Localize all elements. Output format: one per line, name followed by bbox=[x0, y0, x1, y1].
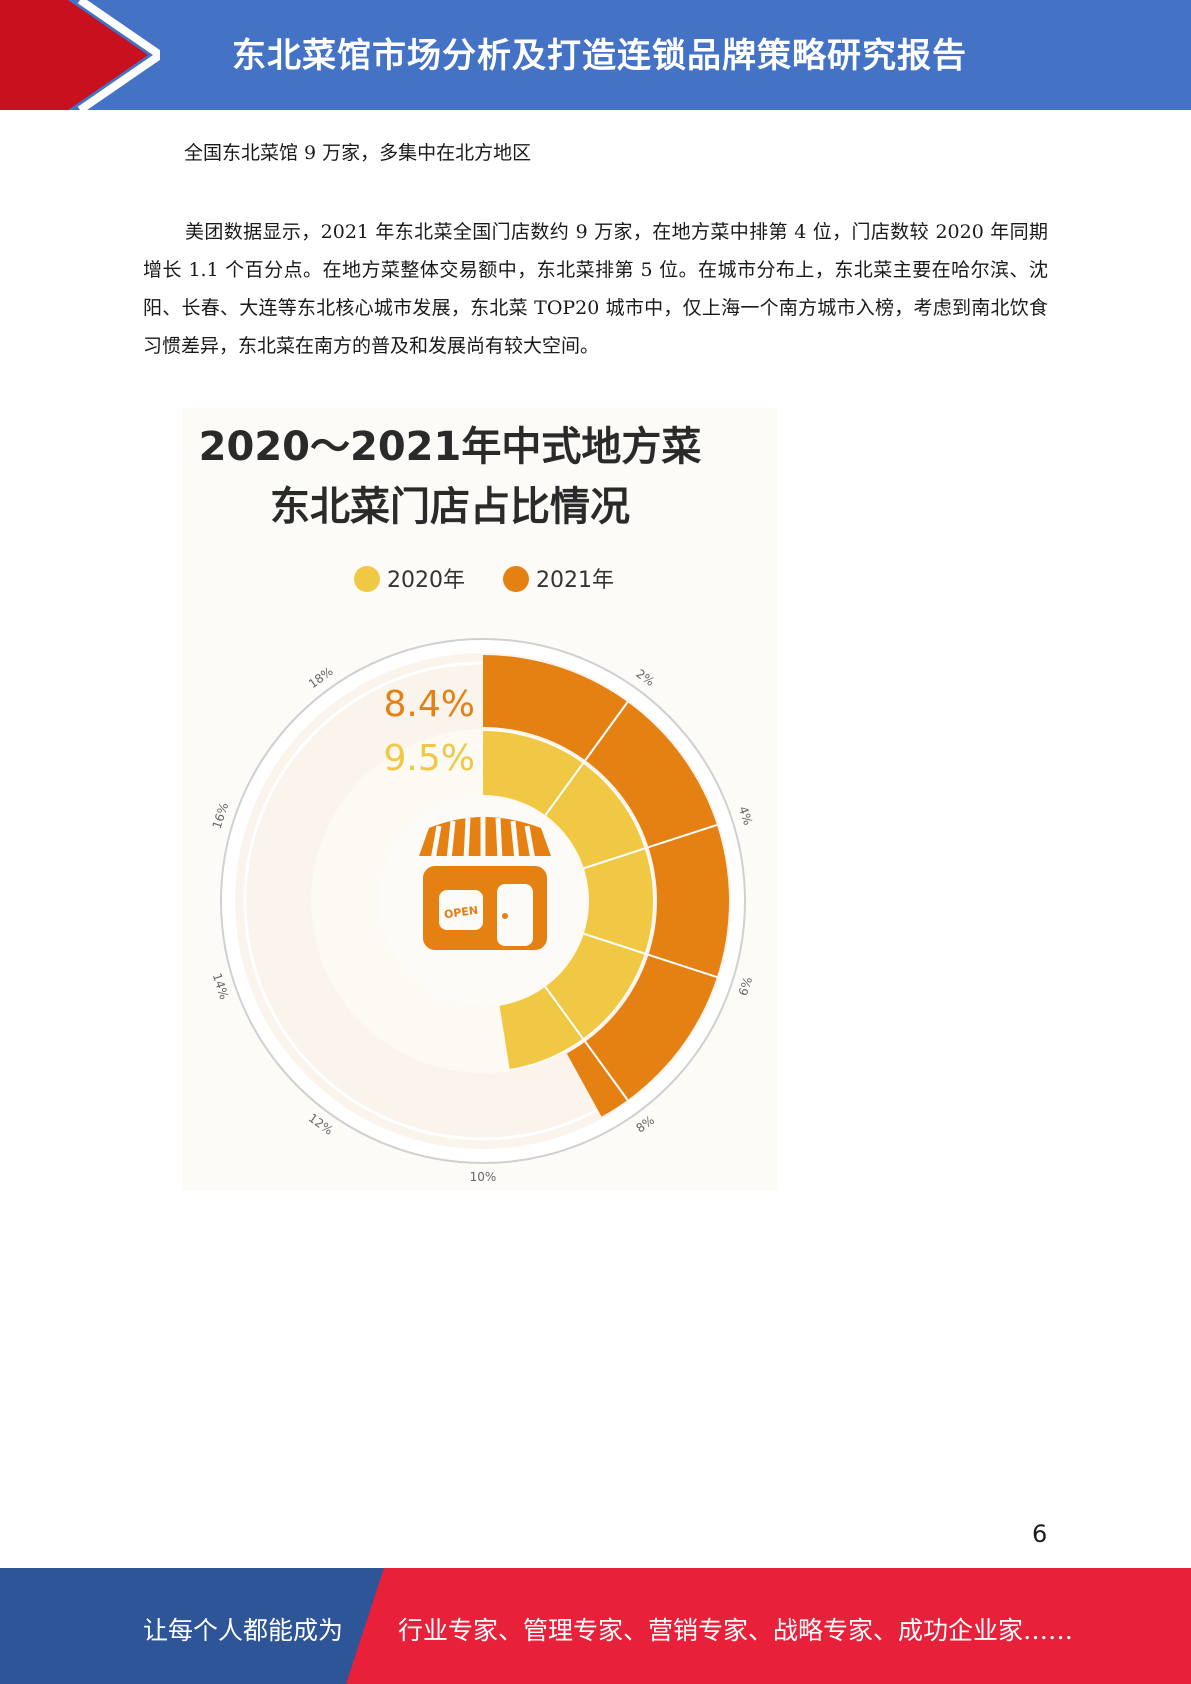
tick-label: 4% bbox=[736, 804, 755, 826]
header-chevron-decoration bbox=[0, 0, 160, 110]
page-header: 东北菜馆市场分析及打造连锁品牌策略研究报告 bbox=[0, 0, 1191, 110]
bar-segment-divider bbox=[584, 1041, 629, 1101]
header-title: 东北菜馆市场分析及打造连锁品牌策略研究报告 bbox=[232, 36, 967, 76]
chart-svg: 2020～2021年中式地方菜 东北菜门店占比情况 2020年 2021年 2%… bbox=[199, 424, 755, 1184]
bar-segment-divider bbox=[648, 953, 718, 978]
chart-title-line1: 2020～2021年中式地方菜 bbox=[199, 424, 702, 470]
radial-bar-chart: 2020～2021年中式地方菜 东北菜门店占比情况 2020年 2021年 2%… bbox=[183, 408, 777, 1191]
tick-label: 14% bbox=[210, 971, 232, 1001]
bar-segment-divider bbox=[583, 847, 645, 870]
chart-bars bbox=[483, 655, 729, 1117]
bar-2020年 bbox=[483, 731, 654, 1069]
body-paragraph: 美团数据显示，2021 年东北菜全国门店数约 9 万家，在地方菜中排第 4 位，… bbox=[143, 221, 1048, 357]
tick-label: 6% bbox=[736, 975, 755, 997]
tick-label: 10% bbox=[470, 1170, 497, 1184]
value-label-2021: 8.4% bbox=[384, 684, 475, 725]
section-heading: 全国东北菜馆 9 万家，多集中在北方地区 bbox=[184, 142, 532, 164]
bar-2021年 bbox=[483, 655, 729, 1117]
tick-label: 2% bbox=[633, 666, 657, 689]
footer-slogan-right: 行业专家、管理专家、营销专家、战略专家、成功企业家…… bbox=[398, 1616, 1074, 1645]
chart-title-line2: 东北菜门店占比情况 bbox=[270, 484, 630, 530]
footer-background bbox=[0, 1568, 1191, 1684]
legend-label-2021: 2021年 bbox=[536, 568, 614, 593]
open-sign-text: OPEN bbox=[443, 904, 479, 922]
bar-segment-divider bbox=[544, 762, 584, 816]
legend-label-2020: 2020年 bbox=[387, 568, 465, 593]
bar-segment-divider bbox=[583, 932, 645, 955]
legend-swatch-2020 bbox=[354, 566, 380, 592]
legend-swatch-2021 bbox=[503, 566, 529, 592]
bar-segment-divider bbox=[544, 986, 584, 1040]
tick-label: 16% bbox=[210, 801, 232, 831]
bar-segment-divider bbox=[584, 701, 629, 761]
tick-label: 8% bbox=[633, 1113, 657, 1136]
footer-slogan-left: 让每个人都能成为 bbox=[143, 1616, 344, 1645]
bar-segment-divider bbox=[648, 824, 718, 849]
page-number: 6 bbox=[1032, 1520, 1048, 1548]
value-label-2020: 9.5% bbox=[384, 738, 475, 779]
page-footer: 让每个人都能成为 行业专家、管理专家、营销专家、战略专家、成功企业家…… bbox=[0, 1568, 1191, 1684]
store-icon: OPEN bbox=[419, 817, 551, 950]
